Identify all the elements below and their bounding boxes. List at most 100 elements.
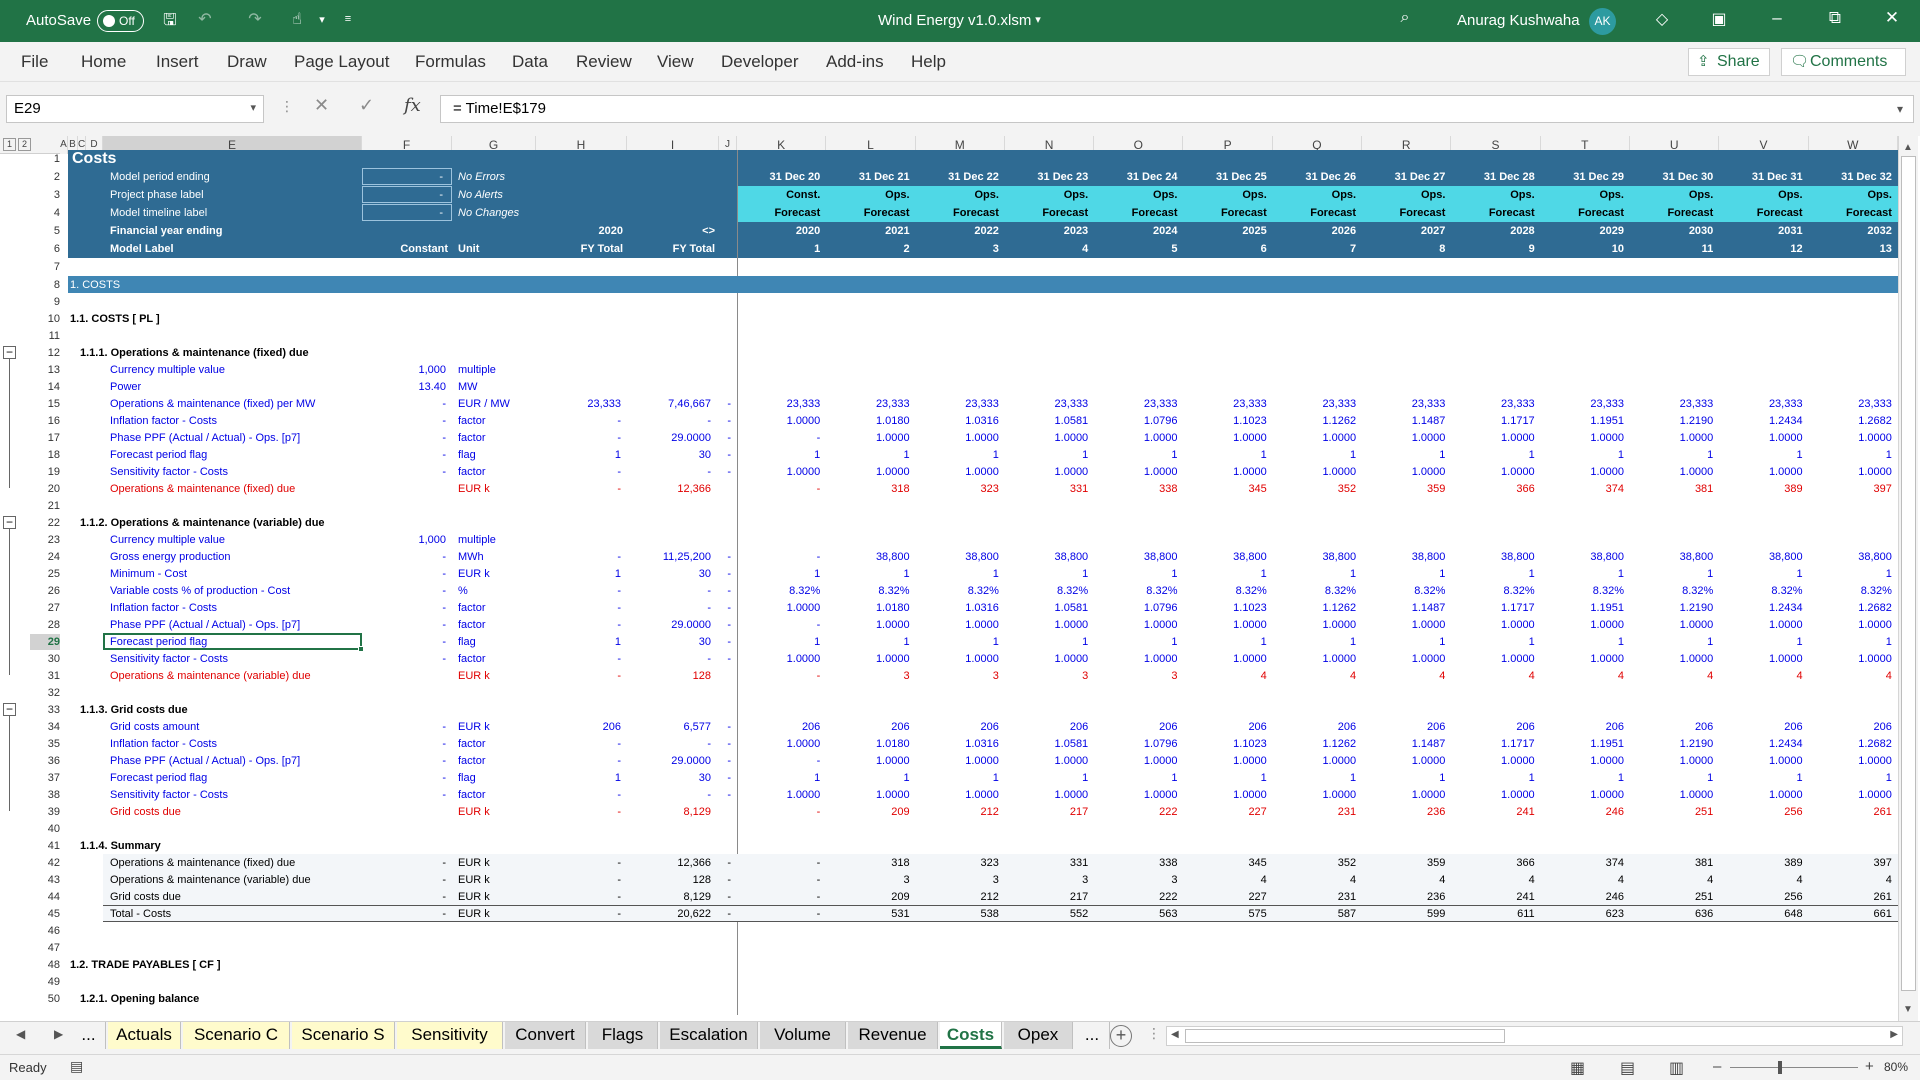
row-header[interactable]: 9 [53,296,60,308]
sheet-tab-costs[interactable]: Costs [940,1022,1002,1049]
column-header-p[interactable]: P [1183,136,1273,154]
row-header[interactable]: 8 [53,279,60,291]
row-header[interactable]: 45 [47,908,60,920]
insert-function-icon[interactable]: fx [404,95,421,116]
scroll-up-icon[interactable]: ▲ [1903,142,1913,153]
row-header[interactable]: 1 [53,153,60,165]
row-header[interactable]: 17 [47,432,60,444]
avatar[interactable]: AK [1589,8,1616,35]
row-header[interactable]: 49 [47,976,60,988]
row-header[interactable]: 31 [47,670,60,682]
column-header-i[interactable]: I [627,136,719,154]
row-header[interactable]: 19 [47,466,60,478]
column-header-j[interactable]: J [719,136,737,154]
column-header-d[interactable]: D [86,136,103,154]
row-header[interactable]: 22 [47,517,60,529]
redo-icon[interactable]: ↷ [248,11,262,28]
column-header-r[interactable]: R [1362,136,1452,154]
column-header-m[interactable]: M [915,136,1005,154]
tab-data[interactable]: Data [512,52,548,71]
row-header[interactable]: 23 [47,534,60,546]
column-header-w[interactable]: W [1808,136,1898,154]
workbook-title[interactable]: Wind Energy v1.0.xlsm [878,12,1032,29]
share-button[interactable]: ⇪ Share [1688,48,1770,76]
scroll-down-icon[interactable]: ▼ [1903,1004,1913,1015]
outline-collapse-button[interactable]: − [3,346,16,359]
row-header[interactable]: 24 [47,551,60,563]
outline-level-2-button[interactable]: 2 [18,138,31,151]
row-header[interactable]: 16 [47,415,60,427]
row-header[interactable]: 7 [53,261,60,273]
column-header-f[interactable]: F [362,136,452,154]
more-sheets-button[interactable]: ... [72,1022,106,1049]
tab-developer[interactable]: Developer [721,52,799,71]
tab-home[interactable]: Home [81,52,127,71]
row-header[interactable]: 25 [47,568,60,580]
expand-formula-bar-icon[interactable]: ▾ [1897,102,1904,116]
column-header-b[interactable]: B [68,136,78,154]
row-header[interactable]: 47 [47,942,60,954]
row-header[interactable]: 34 [47,721,60,733]
sheet-tab-scenario-s[interactable]: Scenario S [292,1022,395,1049]
undo-icon[interactable]: ↶ [198,11,212,28]
row-header[interactable]: 50 [47,993,60,1005]
zoom-slider[interactable] [1730,1067,1858,1068]
sheet-tab-opex[interactable]: Opex [1004,1022,1073,1049]
column-header-q[interactable]: Q [1272,136,1363,154]
row-header[interactable]: 48 [47,959,60,971]
new-sheet-icon[interactable]: + [1110,1025,1132,1047]
page-layout-view-icon[interactable]: ▤ [1620,1060,1636,1077]
sheet-tab-flags[interactable]: Flags [588,1022,658,1049]
more-sheets-button[interactable]: ... [1075,1022,1110,1049]
name-box-dropdown-icon[interactable]: ▾ [250,102,256,114]
worksheet-grid[interactable]: 1 2 A B C D E F G H I J K L M N O P Q R S T U V W Costs Model peri… [0,136,1920,1021]
row-header[interactable]: 6 [53,243,60,255]
tab-page-layout[interactable]: Page Layout [294,52,390,71]
row-header[interactable]: 42 [47,857,60,869]
sheet-tab-convert[interactable]: Convert [505,1022,586,1049]
outline-collapse-button[interactable]: − [3,703,16,716]
scroll-right-icon[interactable]: ▶ [1890,1029,1898,1040]
row-header[interactable]: 46 [47,925,60,937]
selected-cell[interactable] [103,633,362,650]
row-header[interactable]: 39 [47,806,60,818]
row-header[interactable]: 10 [47,313,60,325]
outline-level-1-button[interactable]: 1 [3,138,16,151]
row-header[interactable]: 38 [47,789,60,801]
restore-icon[interactable]: ⧉ [1828,8,1842,27]
tab-file[interactable]: File [21,52,49,71]
row-header[interactable]: 41 [47,840,60,852]
zoom-slider-thumb[interactable] [1777,1061,1782,1074]
row-header[interactable]: 28 [47,619,60,631]
row-header[interactable]: 27 [47,602,60,614]
search-icon[interactable]: ⌕ [1400,9,1410,26]
user-name[interactable]: Anurag Kushwaha [1457,12,1580,29]
fill-handle[interactable] [358,646,364,652]
row-header[interactable]: 15 [47,398,60,410]
row-header[interactable]: 21 [47,500,60,512]
sheet-tab-revenue[interactable]: Revenue [848,1022,938,1049]
column-header-n[interactable]: N [1004,136,1095,154]
column-header-g[interactable]: G [452,136,536,154]
vertical-scroll-thumb[interactable] [1901,156,1916,991]
minimize-icon[interactable]: – [1772,8,1782,27]
row-header[interactable]: 37 [47,772,60,784]
tab-insert[interactable]: Insert [156,52,199,71]
autosave-toggle[interactable]: Off [97,10,144,32]
column-header-v[interactable]: V [1719,136,1809,154]
customize-qat-icon[interactable]: ≡ [344,13,352,25]
row-header[interactable]: 5 [53,225,60,237]
touch-dropdown-icon[interactable]: ▾ [319,14,325,26]
ribbon-display-icon[interactable]: ▣ [1711,11,1727,28]
name-box[interactable]: E29 ▾ [6,95,264,123]
premium-diamond-icon[interactable]: ◇ [1655,11,1669,28]
page-break-view-icon[interactable]: ▥ [1669,1060,1685,1077]
column-header-c[interactable]: C [78,136,86,154]
title-chevron-icon[interactable]: ▾ [1035,14,1041,26]
row-header[interactable]: 12 [47,347,60,359]
tab-help[interactable]: Help [911,52,946,71]
cancel-icon[interactable]: ✕ [314,95,330,115]
prev-sheet-icon[interactable]: ◀ [16,1027,26,1041]
sheet-tab-escalation[interactable]: Escalation [660,1022,758,1049]
row-header[interactable]: 2 [53,171,60,183]
